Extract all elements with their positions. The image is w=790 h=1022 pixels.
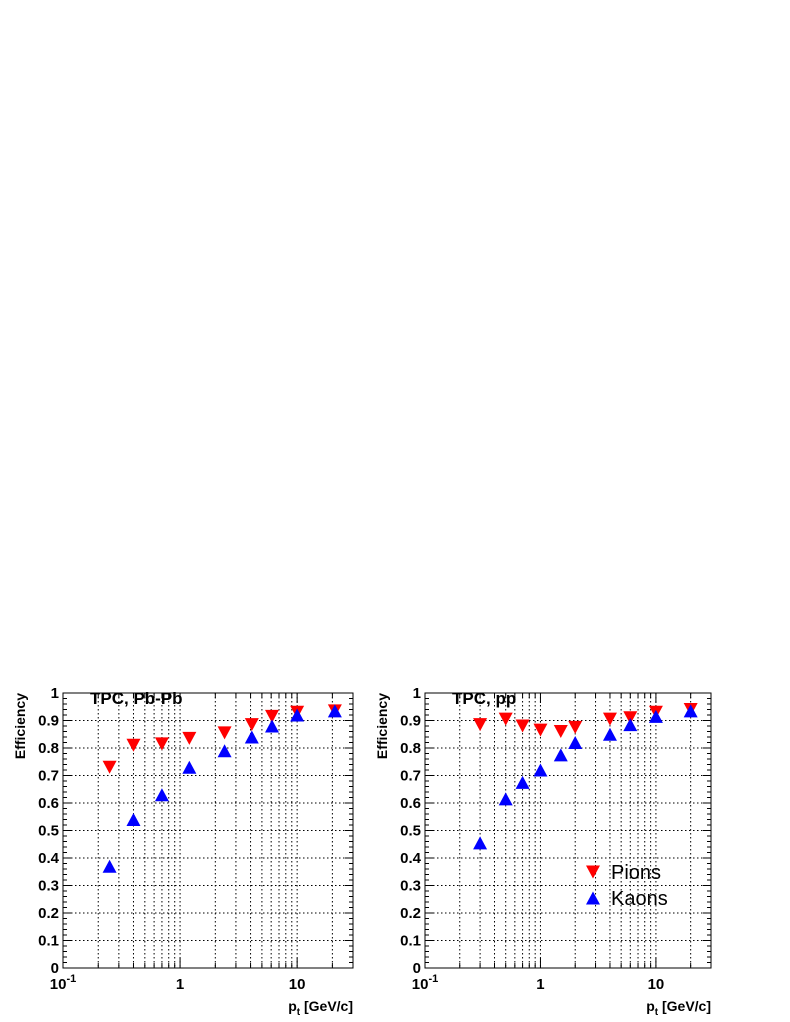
x-tick-label: 10 bbox=[289, 976, 306, 993]
pions-point bbox=[102, 760, 117, 774]
pions-point bbox=[602, 712, 617, 726]
y-tick-label: 0 bbox=[413, 960, 421, 977]
y-tick-label: 0.5 bbox=[38, 823, 59, 840]
kaons-point bbox=[515, 775, 530, 789]
legend-label-pions: Pions bbox=[611, 862, 661, 884]
x-axis-title: pt [GeV/c] bbox=[646, 998, 711, 1018]
panel-pbpb: 0 0.1 0.2 0.3 0.4 0.5 0.6 0.7 0.8 0.9 1 10-1 1 10 Effi… bbox=[12, 685, 354, 1018]
y-tick-label: 0.4 bbox=[38, 850, 60, 867]
axis-ticks bbox=[424, 692, 712, 969]
pions-point bbox=[568, 720, 583, 734]
kaons-point bbox=[182, 760, 197, 774]
y-axis-title: Efficiency bbox=[374, 693, 390, 759]
panel-title: TPC, Pb-Pb bbox=[90, 689, 183, 708]
y-axis-title: Efficiency bbox=[12, 693, 28, 759]
y-tick-label: 0.1 bbox=[38, 933, 59, 950]
x-tick-label: 10-1 bbox=[50, 973, 76, 993]
axis-ticks bbox=[62, 692, 354, 969]
pions-point bbox=[154, 737, 169, 751]
kaons-point bbox=[473, 836, 488, 850]
y-tick-label: 0.6 bbox=[400, 795, 421, 812]
y-tick-label: 1 bbox=[413, 685, 421, 702]
y-tick-label: 0.3 bbox=[400, 878, 421, 895]
kaons-point bbox=[533, 763, 548, 777]
legend-marker-pions bbox=[586, 865, 600, 879]
y-tick-label: 0.1 bbox=[400, 933, 421, 950]
kaons-point bbox=[265, 719, 280, 733]
grid bbox=[62, 693, 354, 968]
y-tick-label: 0.2 bbox=[400, 905, 421, 922]
legend: Pions Kaons bbox=[586, 862, 668, 910]
kaons-point bbox=[217, 744, 232, 758]
y-tick-label: 0 bbox=[51, 960, 59, 977]
pions-point bbox=[553, 725, 568, 738]
kaons-point bbox=[623, 718, 638, 732]
kaons-point bbox=[602, 727, 617, 741]
series-kaons bbox=[102, 704, 342, 873]
panel-title: TPC, pp bbox=[452, 689, 516, 708]
y-tick-label: 0.4 bbox=[400, 850, 422, 867]
y-tick-label: 0.8 bbox=[400, 740, 421, 757]
kaons-point bbox=[553, 748, 568, 762]
y-tick-label: 0.3 bbox=[38, 878, 59, 895]
pions-point bbox=[515, 719, 530, 733]
kaons-point bbox=[290, 708, 305, 722]
grid bbox=[424, 693, 712, 968]
x-tick-label: 1 bbox=[536, 976, 544, 993]
kaons-point bbox=[683, 704, 698, 718]
pions-point bbox=[182, 731, 197, 745]
series-kaons bbox=[473, 704, 698, 850]
y-tick-label: 0.2 bbox=[38, 905, 59, 922]
x-tick-label: 10 bbox=[648, 976, 665, 993]
kaons-point bbox=[126, 813, 141, 826]
pions-point bbox=[217, 726, 232, 740]
pions-point bbox=[623, 711, 638, 725]
pions-point bbox=[244, 718, 259, 732]
y-tick-label: 0.9 bbox=[400, 713, 421, 730]
kaons-point bbox=[102, 859, 117, 873]
y-tick-label: 0.8 bbox=[38, 740, 59, 757]
pions-point bbox=[498, 712, 513, 726]
panel-pp: 0 0.1 0.2 0.3 0.4 0.5 0.6 0.7 0.8 0.9 1 10-1 1 10 Effi… bbox=[374, 685, 712, 1018]
x-tick-label: 1 bbox=[176, 976, 184, 993]
kaons-point bbox=[498, 792, 513, 806]
y-tick-label: 1 bbox=[51, 685, 59, 702]
y-tick-label: 0.7 bbox=[400, 768, 421, 785]
y-tick-label: 0.5 bbox=[400, 823, 421, 840]
kaons-point bbox=[244, 730, 259, 744]
pions-point bbox=[126, 738, 141, 752]
pions-point bbox=[473, 718, 488, 732]
pions-point bbox=[533, 723, 548, 737]
kaons-point bbox=[648, 709, 663, 723]
series-pions bbox=[102, 704, 342, 774]
legend-label-kaons: Kaons bbox=[611, 888, 668, 910]
y-tick-label: 0.9 bbox=[38, 713, 59, 730]
plot-frame bbox=[424, 692, 712, 969]
kaons-point bbox=[568, 736, 583, 749]
y-tick-label: 0.7 bbox=[38, 768, 59, 785]
legend-marker-kaons bbox=[586, 891, 600, 905]
plot-frame bbox=[62, 692, 354, 969]
kaons-point bbox=[154, 788, 169, 802]
pions-point bbox=[265, 709, 280, 723]
y-tick-label: 0.6 bbox=[38, 795, 59, 812]
x-tick-label: 10-1 bbox=[412, 973, 438, 993]
kaons-point bbox=[327, 704, 342, 718]
x-axis-title: pt [GeV/c] bbox=[288, 998, 353, 1018]
